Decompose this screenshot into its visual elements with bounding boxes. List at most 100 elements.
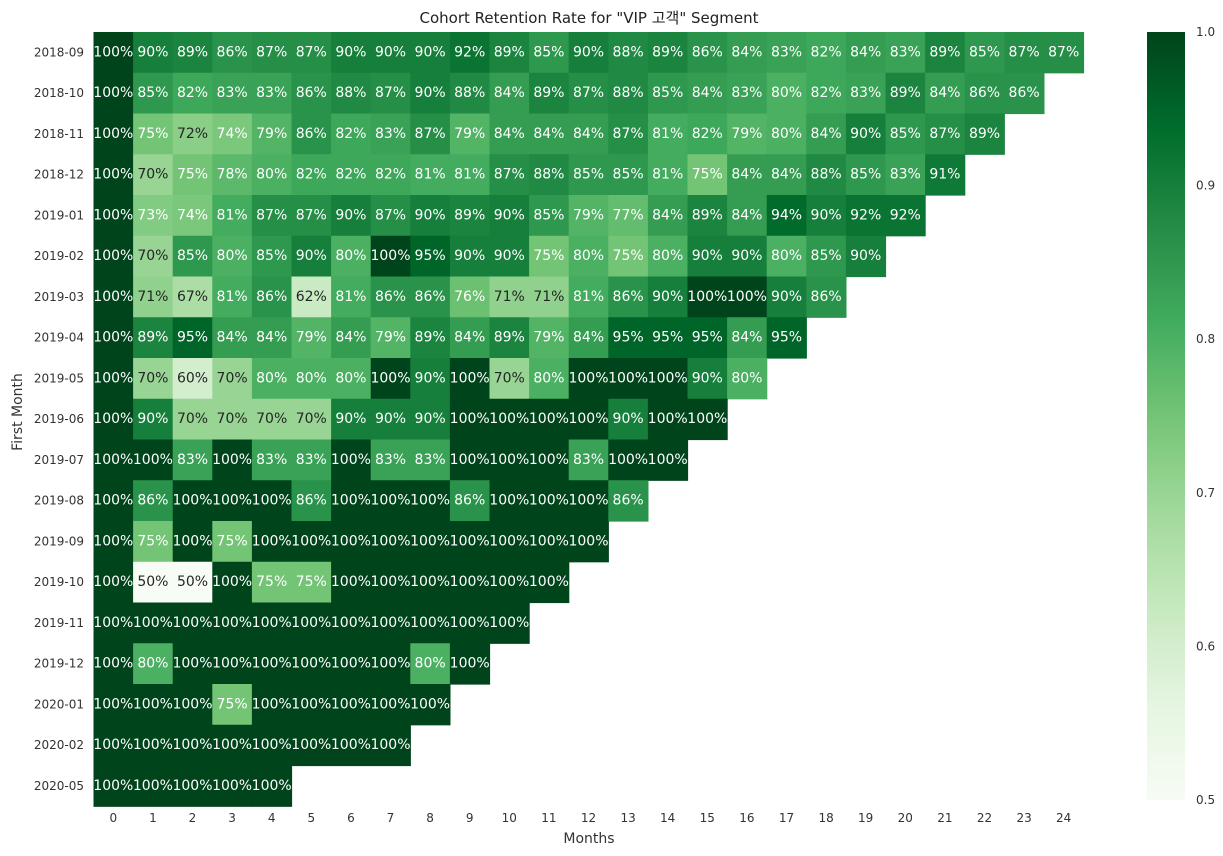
cell-label: 84%	[692, 85, 723, 101]
cell-label: 90%	[652, 289, 683, 305]
heatmap-cell	[568, 235, 609, 278]
y-tick-label: 2019-12	[34, 657, 84, 671]
cell-label: 100%	[93, 493, 133, 509]
cell-label: 100%	[212, 737, 252, 753]
cell-label: 100%	[93, 533, 133, 549]
cell-label: 88%	[613, 44, 644, 60]
heatmap-cell	[410, 235, 451, 278]
heatmap-cell	[410, 643, 451, 685]
heatmap-cell	[568, 317, 609, 359]
heatmap-cell	[133, 724, 174, 767]
cell-label: 100%	[252, 493, 292, 509]
cell-label: 86%	[296, 85, 327, 101]
heatmap-cell	[410, 72, 451, 115]
cell-label: 75%	[217, 696, 248, 712]
heatmap-cell	[687, 154, 728, 196]
heatmap-cell	[845, 195, 887, 237]
cell-label: 100%	[410, 615, 450, 631]
heatmap-cell	[727, 113, 768, 155]
colorbar	[1147, 32, 1185, 800]
heatmap-cell	[687, 235, 728, 278]
cell-label: 70%	[217, 370, 248, 386]
heatmap-cell	[410, 317, 451, 359]
cell-label: 85%	[890, 126, 921, 142]
cell-label: 100%	[568, 370, 608, 386]
cell-label: 75%	[256, 574, 287, 590]
cell-label: 100%	[252, 737, 292, 753]
cell-label: 83%	[217, 85, 248, 101]
heatmap-cell	[489, 32, 530, 74]
cell-label: 100%	[687, 411, 727, 427]
cell-label: 95%	[692, 330, 723, 346]
heatmap-cell	[410, 154, 451, 196]
heatmap-cell	[370, 317, 411, 359]
heatmap-cell	[806, 154, 847, 196]
heatmap-cell	[806, 195, 847, 237]
heatmap-cell	[291, 32, 332, 74]
heatmap-cell	[489, 439, 530, 481]
heatmap-cell	[647, 439, 689, 481]
cell-label: 79%	[533, 330, 564, 346]
heatmap-cell	[410, 358, 451, 400]
cell-label: 86%	[969, 85, 1000, 101]
heatmap-cell	[568, 439, 609, 481]
cell-label: 100%	[93, 370, 133, 386]
cell-label: 100%	[370, 696, 410, 712]
heatmap-cell	[449, 113, 491, 155]
cell-label: 88%	[335, 85, 366, 101]
cell-label: 100%	[529, 411, 569, 427]
y-tick-label: 2019-05	[34, 371, 84, 385]
x-tick-label: 24	[1056, 811, 1071, 825]
cell-label: 90%	[850, 126, 881, 142]
heatmap-cell	[331, 195, 372, 237]
heatmap-cell	[489, 398, 530, 441]
y-axis-ticks: 2018-09 2018-10 2018-11 2018-12 2019-01 2019-…	[34, 45, 84, 793]
cell-label: 100%	[370, 248, 410, 264]
cell-label: 89%	[454, 207, 485, 223]
cell-label: 90%	[692, 248, 723, 264]
cell-label: 87%	[613, 126, 644, 142]
heatmap-cell	[93, 765, 134, 807]
cell-label: 90%	[335, 44, 366, 60]
heatmap-cell	[93, 72, 134, 115]
cell-label: 81%	[217, 207, 248, 223]
cell-label: 100%	[291, 615, 331, 631]
heatmap-cell	[925, 113, 966, 155]
cell-label: 80%	[652, 248, 683, 264]
cell-label: 100%	[331, 615, 371, 631]
heatmap-cell	[687, 72, 728, 115]
heatmap-cell	[251, 521, 293, 563]
x-tick-label: 12	[581, 811, 596, 825]
heatmap-cell	[410, 113, 451, 155]
cell-label: 86%	[296, 126, 327, 142]
cell-label: 90%	[771, 289, 802, 305]
colorbar-tick-label: 0.8	[1196, 332, 1215, 346]
cell-label: 100%	[529, 452, 569, 468]
cell-label: 82%	[375, 167, 406, 183]
cell-label: 86%	[1009, 85, 1040, 101]
heatmap-cell	[370, 602, 411, 644]
heatmap-cell	[133, 643, 174, 685]
cell-label: 100%	[93, 452, 133, 468]
heatmap-cell	[766, 235, 807, 278]
x-axis-label: Months	[563, 831, 614, 847]
cell-label: 83%	[850, 85, 881, 101]
cell-label: 85%	[137, 85, 168, 101]
cell-label: 87%	[375, 85, 406, 101]
heatmap-cell	[133, 480, 174, 522]
x-tick-label: 17	[779, 811, 794, 825]
x-tick-label: 19	[858, 811, 873, 825]
heatmap-cell	[133, 32, 174, 74]
heatmap-cell	[964, 72, 1005, 115]
heatmap-cell	[291, 195, 332, 237]
cell-label: 90%	[494, 207, 525, 223]
cell-label: 100%	[93, 615, 133, 631]
heatmap-cell	[925, 72, 966, 115]
heatmap-cell	[845, 235, 887, 278]
heatmap-cell	[449, 72, 491, 115]
x-tick-label: 16	[739, 811, 754, 825]
x-tick-label: 5	[307, 811, 315, 825]
cell-label: 100%	[648, 452, 688, 468]
cell-label: 100%	[212, 452, 252, 468]
cell-label: 84%	[573, 330, 604, 346]
